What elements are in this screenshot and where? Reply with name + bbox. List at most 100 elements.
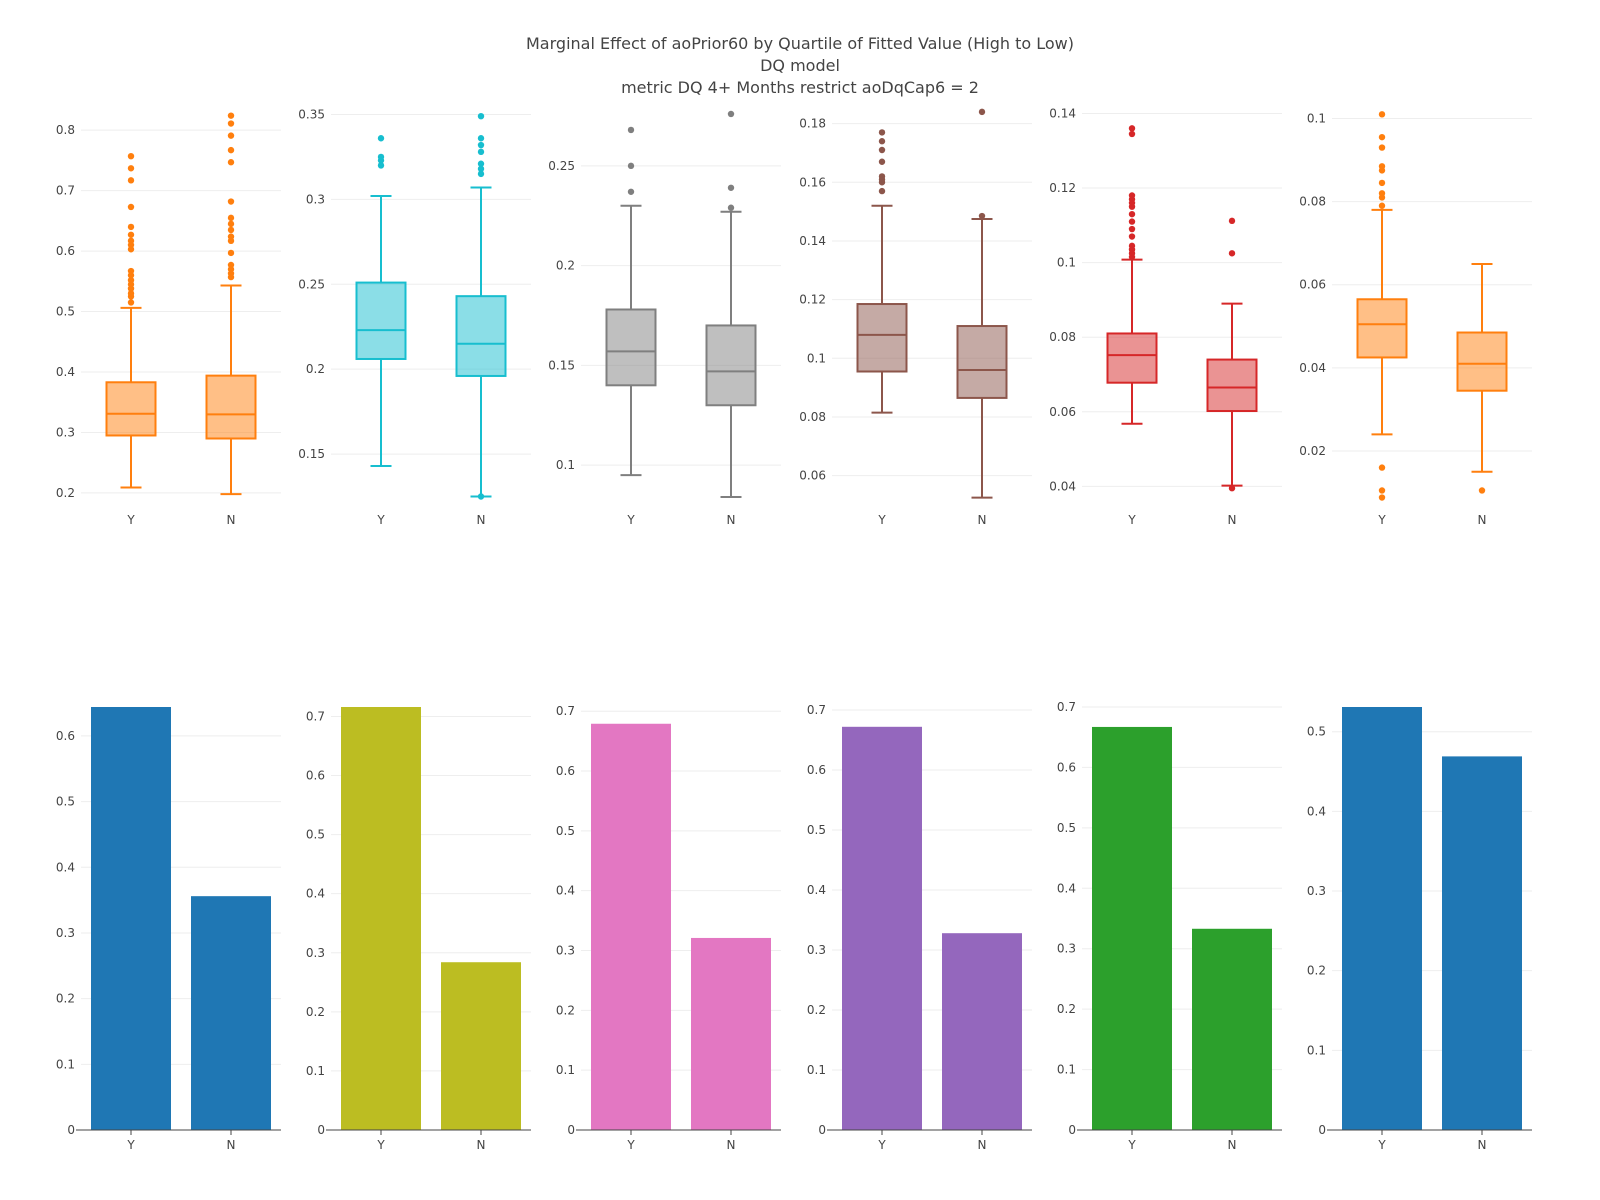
chart-top-1-box-n-iqr-rect (205, 374, 257, 440)
chart-top-1-box-n-outlier-point (227, 214, 235, 222)
chart-top-2-box-y-iqr-rect (355, 281, 407, 360)
chart-top-2-box-n-outlier-point (477, 165, 485, 173)
chart-bottom-3-y-tick-label: 0.4 (556, 884, 575, 898)
chart-bottom-3-y-tick-label: 0.5 (556, 824, 575, 838)
chart-top-1-box-y-outlier-point (127, 276, 135, 284)
chart-bottom-3-bar-n (691, 937, 771, 1130)
chart-top-4-y-tick-label: 0.12 (799, 293, 826, 307)
chart-top-1-x-tick-label: Y (126, 513, 135, 527)
chart-bottom-2-y-tick-label: 0.7 (306, 709, 325, 723)
chart-top-3-box-y-outlier-point (627, 162, 635, 170)
chart-top-2-box-n-outlier-point (477, 141, 485, 149)
chart-top-1-box-n-outlier-point (227, 132, 235, 139)
chart-top-4-x-tick-label: Y (877, 513, 886, 527)
chart-top-3-box-n-outlier-point (727, 110, 735, 118)
subplot-grid: 0.2 0.3 0.4 0.5 0.6 0.7 0.8 Y N 0.15 0.2 0.25 0.3 0.3… (56, 106, 1532, 1152)
chart-top-2-y-tick-label: 0.25 (298, 277, 325, 291)
chart-bottom-2-y-tick-label: 0.2 (306, 1005, 325, 1019)
chart-bottom-2-y-tick-label: 0.5 (306, 828, 325, 842)
chart-top-6-box-y-outlier-point (1378, 133, 1386, 141)
chart-bottom-6-y-tick-label: 0.1 (1307, 1043, 1326, 1057)
chart-bottom-5-y-tick-label: 0.1 (1057, 1063, 1076, 1077)
chart-top-6-y-tick-label: 0.04 (1299, 361, 1326, 375)
chart-top-2-y-tick-label: 0.15 (298, 447, 325, 461)
chart-top-5-x-tick-label: Y (1127, 513, 1136, 527)
chart-bottom-3-y-tick-label: 0.1 (556, 1063, 575, 1077)
chart-top-1-y-tick-label: 0.8 (56, 123, 75, 137)
chart-bottom-5-y-tick-label: 0.5 (1057, 821, 1076, 835)
chart-top-4-box-n-outlier-point (978, 212, 986, 220)
chart-top-1-box-y-outlier-point (127, 203, 135, 211)
chart-top-1-box-n-outlier-point (227, 249, 235, 257)
chart-bottom-2-y-tick-label: 0 (317, 1123, 325, 1137)
chart-top-4-box-y-outlier-point (878, 173, 886, 180)
chart-title-line-1: Marginal Effect of aoPrior60 by Quartile… (526, 34, 1074, 53)
chart-bottom-5-y-tick-label: 0.4 (1057, 881, 1076, 895)
chart-top-5-y-tick-label: 0.08 (1049, 330, 1076, 344)
chart-top-6-box-y-iqr-rect (1356, 298, 1408, 359)
chart-top-5-box-y-outlier-point (1128, 218, 1136, 225)
chart-bottom-2-x-tick-label: N (477, 1138, 486, 1152)
chart-top-5-box-y-outlier-point (1128, 125, 1136, 132)
chart-top-4-box-y-outlier-point (878, 138, 886, 145)
chart-top-1-y-tick-label: 0.6 (56, 244, 75, 258)
chart-top-2-box-y (355, 135, 407, 467)
chart-top-1-box-y-outlier-point (127, 152, 135, 160)
chart-top-3-box-n-iqr-rect (705, 324, 757, 407)
chart-top-3-y-tick-label: 0.2 (556, 259, 575, 273)
chart-top-6-box-y-outlier-point (1378, 179, 1386, 187)
chart-top-5-box-y-outlier-point (1128, 130, 1136, 138)
chart-bottom-3-y-tick-label: 0.6 (556, 764, 575, 778)
chart-top-5-box-panel: 0.04 0.06 0.08 0.1 0.12 0.14 Y N (1049, 106, 1282, 527)
chart-top-2-x-tick-label: Y (376, 513, 385, 527)
chart-top-2-box-panel: 0.15 0.2 0.25 0.3 0.35 Y N (298, 107, 531, 527)
chart-top-3-y-tick-label: 0.15 (548, 358, 575, 372)
chart-top-5-box-n-outlier-point (1228, 250, 1236, 257)
chart-bottom-5-bar-panel: 0 0.1 0.2 0.3 0.4 0.5 0.6 0.7 Y N (1057, 700, 1282, 1152)
chart-top-1-box-y-outlier-point (127, 290, 135, 297)
chart-bottom-4-y-tick-label: 0.1 (807, 1063, 826, 1077)
chart-top-2-box-y-outlier-point (377, 153, 385, 161)
chart-bottom-4-x-tick-label: Y (877, 1138, 886, 1152)
chart-bottom-5-y-tick-label: 0.7 (1057, 700, 1076, 714)
chart-top-3-box-y-outlier-point (627, 126, 635, 134)
chart-top-4-y-tick-label: 0.16 (799, 175, 826, 189)
chart-top-3-x-tick-label: Y (626, 513, 635, 527)
chart-bottom-6-bar-y (1342, 707, 1422, 1130)
chart-bottom-6-y-tick-label: 0 (1318, 1123, 1326, 1137)
chart-bottom-1-y-tick-label: 0.1 (56, 1057, 75, 1071)
chart-bottom-6-x-tick-label: Y (1377, 1138, 1386, 1152)
chart-bottom-6-y-tick-label: 0.2 (1307, 964, 1326, 978)
chart-bottom-5-x-tick-label: Y (1127, 1138, 1136, 1152)
chart-top-1-box-y-outlier-point (127, 231, 135, 238)
chart-top-1-box-n-outlier-point (227, 198, 235, 205)
chart-top-5-box-y-outlier-point (1128, 242, 1136, 250)
chart-top-4-box-y-iqr-rect (856, 303, 908, 373)
chart-top-2-x-tick-label: N (477, 513, 486, 527)
chart-bottom-6-x-tick-label: N (1478, 1138, 1487, 1152)
chart-top-1-box-y-outlier-point (127, 177, 135, 184)
chart-top-6-x-tick-label: Y (1377, 513, 1386, 527)
chart-top-1-box-y-iqr-rect (105, 381, 157, 437)
chart-top-3-box-y-iqr-rect (605, 308, 657, 387)
chart-bottom-6-y-tick-label: 0.5 (1307, 725, 1326, 739)
chart-top-1-y-tick-label: 0.3 (56, 425, 75, 439)
chart-bottom-5-x-tick-label: N (1228, 1138, 1237, 1152)
chart-top-6-y-tick-label: 0.02 (1299, 444, 1326, 458)
chart-top-5-y-tick-label: 0.14 (1049, 106, 1076, 120)
chart-top-1-box-panel: 0.2 0.3 0.4 0.5 0.6 0.7 0.8 Y N (56, 112, 281, 527)
chart-top-4-box-n (956, 108, 1008, 499)
chart-top-4-box-y-outlier-point (878, 187, 886, 195)
chart-top-1-box-n-outlier-point (227, 159, 235, 166)
chart-top-4-y-tick-label: 0.1 (807, 351, 826, 365)
chart-title-line-2: DQ model (760, 56, 840, 75)
chart-bottom-3-y-tick-label: 0.3 (556, 944, 575, 958)
chart-top-2-box-n-outlier-point (477, 135, 485, 142)
chart-bottom-2-bar-n (441, 962, 521, 1130)
chart-top-2-box-n-outlier-point (477, 148, 485, 156)
chart-top-2-y-tick-label: 0.35 (298, 107, 325, 121)
chart-bottom-4-y-tick-label: 0.7 (807, 703, 826, 717)
chart-bottom-4-bar-n (942, 933, 1022, 1130)
chart-top-4-y-tick-label: 0.18 (799, 117, 826, 131)
